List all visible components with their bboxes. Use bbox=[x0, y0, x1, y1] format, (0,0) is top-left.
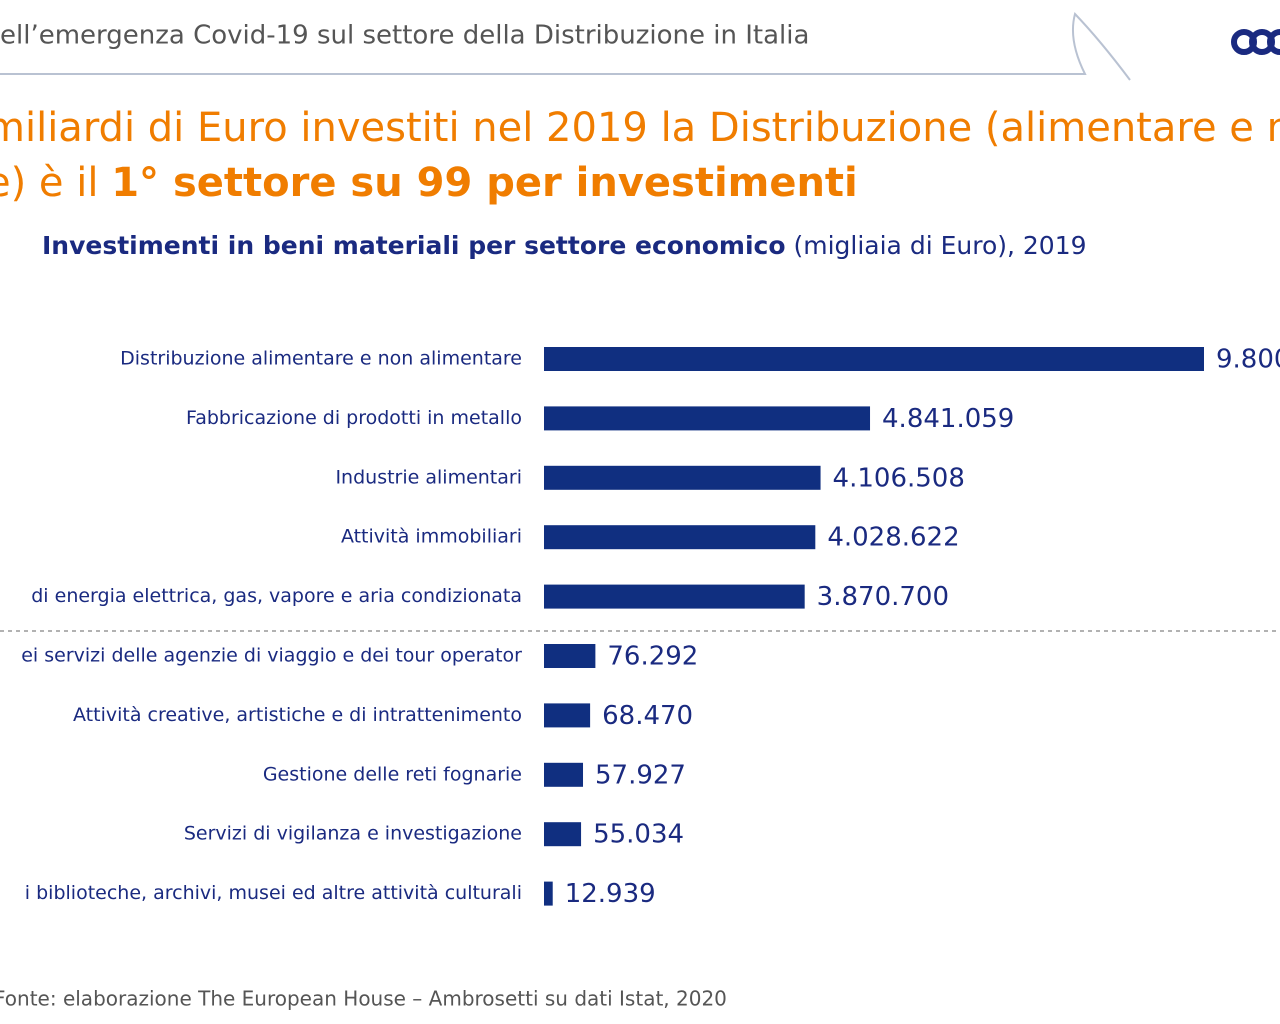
subtitle-bold: Investimenti in beni materiali per setto… bbox=[42, 231, 786, 260]
logo bbox=[1231, 29, 1280, 55]
category-label: i biblioteche, archivi, musei ed altre a… bbox=[25, 882, 522, 904]
value-label: 57.927 bbox=[595, 760, 686, 790]
value-label: 68.470 bbox=[602, 701, 693, 731]
bar bbox=[544, 703, 591, 728]
category-label: Attività creative, artistiche e di intra… bbox=[73, 704, 522, 726]
header: ell’emergenza Covid-19 sul settore della… bbox=[0, 21, 809, 51]
value-label: 4.028.622 bbox=[827, 523, 959, 553]
bar bbox=[544, 465, 821, 490]
bar bbox=[544, 822, 582, 847]
subtitle-normal: (migliaia di Euro), 2019 bbox=[786, 231, 1087, 260]
category-label: ei servizi delle agenzie di viaggio e de… bbox=[21, 645, 522, 667]
value-label: 55.034 bbox=[593, 820, 684, 850]
value-label: 3.870.700 bbox=[817, 582, 949, 612]
bar bbox=[544, 584, 805, 609]
headline-bold: 1° settore su 99 per investimenti bbox=[111, 160, 858, 206]
category-label: Servizi di vigilanza e investigazione bbox=[184, 823, 522, 845]
headline-start: e) è il bbox=[0, 160, 111, 206]
headline: e) è il 1° settore su 99 per investiment… bbox=[0, 160, 858, 206]
category-label: Industrie alimentari bbox=[335, 466, 522, 488]
value-label: 9.800.000 bbox=[1216, 345, 1280, 375]
chart-subtitle: Investimenti in beni materiali per setto… bbox=[42, 231, 1087, 260]
source: Fonte: elaborazione The European House –… bbox=[0, 987, 727, 1011]
value-label: 12.939 bbox=[565, 879, 656, 909]
value-label: 76.292 bbox=[607, 642, 698, 672]
category-label: Gestione delle reti fognarie bbox=[263, 763, 522, 785]
bar bbox=[544, 881, 553, 906]
headline: miliardi di Euro investiti nel 2019 la D… bbox=[0, 105, 1280, 151]
value-label: 4.841.059 bbox=[882, 404, 1014, 434]
bar bbox=[544, 762, 584, 787]
category-label: Fabbricazione di prodotti in metallo bbox=[186, 407, 522, 429]
bar bbox=[544, 644, 596, 668]
bar bbox=[544, 406, 871, 431]
header-line bbox=[0, 12, 1131, 81]
category-label: Distribuzione alimentare e non alimentar… bbox=[120, 348, 522, 370]
bar bbox=[544, 347, 1204, 371]
value-label: 4.106.508 bbox=[833, 463, 965, 493]
bar bbox=[544, 525, 816, 550]
category-label: Attività immobiliari bbox=[341, 526, 522, 548]
category-label: di energia elettrica, gas, vapore e aria… bbox=[31, 585, 522, 607]
